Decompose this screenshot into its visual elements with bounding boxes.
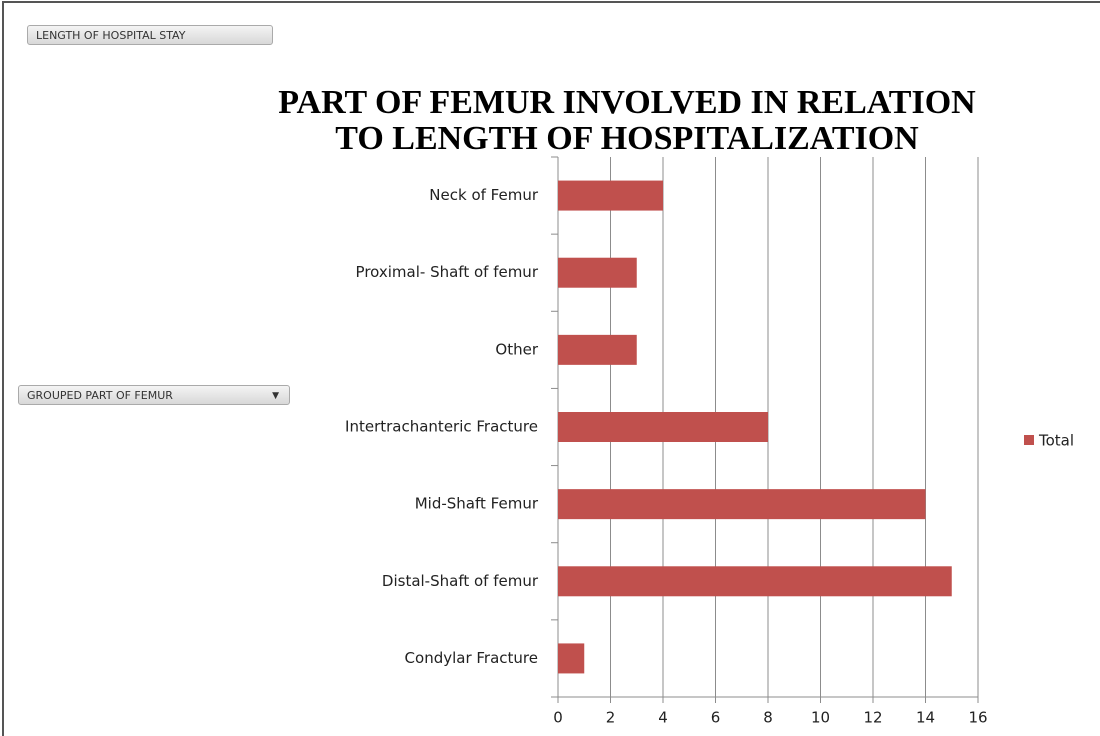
- x-tick-label: 8: [763, 709, 773, 727]
- field-button[interactable]: LENGTH OF HOSPITAL STAY: [27, 25, 273, 45]
- y-tick-label: Condylar Fracture: [405, 649, 538, 667]
- x-tick-label: 10: [811, 709, 830, 727]
- x-tick-label: 6: [711, 709, 721, 727]
- dropdown-arrow: ▼: [272, 391, 279, 401]
- y-tick-label: Neck of Femur: [429, 186, 539, 204]
- x-tick-label: 0: [553, 709, 563, 727]
- x-tick-label: 2: [606, 709, 616, 727]
- y-tick-label: Other: [495, 340, 538, 358]
- legend-label: Total: [1038, 432, 1074, 450]
- chart-title: TO LENGTH OF HOSPITALIZATION: [335, 120, 919, 157]
- x-tick-label: 12: [863, 709, 882, 727]
- bar: [558, 643, 585, 674]
- bar: [558, 257, 637, 288]
- bar: [558, 489, 926, 520]
- bar: [558, 566, 952, 597]
- chart-title: PART OF FEMUR INVOLVED IN RELATION: [278, 84, 976, 121]
- field-dropdown[interactable]: GROUPED PART OF FEMUR ▼: [18, 385, 290, 405]
- bar: [558, 412, 768, 442]
- x-tick-label: 16: [968, 709, 987, 727]
- y-tick-label: Distal-Shaft of femur: [382, 572, 539, 590]
- bar: [558, 334, 637, 365]
- legend-swatch: [1024, 435, 1034, 445]
- y-tick-label: Proximal- Shaft of femur: [356, 263, 539, 281]
- x-tick-label: 14: [916, 709, 935, 727]
- y-tick-label: Mid-Shaft Femur: [415, 495, 539, 513]
- y-tick-label: Intertrachanteric Fracture: [345, 418, 538, 436]
- x-tick-label: 4: [658, 709, 668, 727]
- bar: [558, 180, 663, 211]
- field-label: GROUPED PART OF FEMUR: [27, 389, 173, 402]
